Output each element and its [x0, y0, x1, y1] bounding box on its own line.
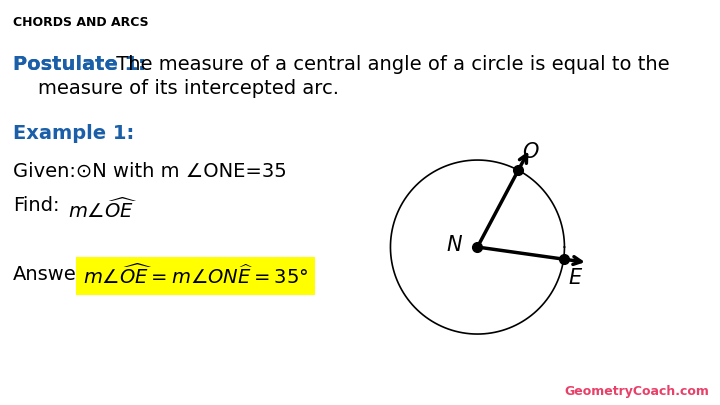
Text: Find:: Find: — [13, 196, 60, 215]
Text: Postulate 1:: Postulate 1: — [13, 55, 146, 74]
Text: CHORDS AND ARCS: CHORDS AND ARCS — [13, 16, 148, 29]
Text: Postulate 1:: Postulate 1: — [13, 55, 146, 74]
Text: Given:⊙N with m ∠ONE=35: Given:⊙N with m ∠ONE=35 — [13, 162, 287, 181]
Text: Answer:: Answer: — [13, 265, 91, 284]
Text: $m\angle\widehat{OE}$: $m\angle\widehat{OE}$ — [68, 198, 138, 222]
Text: Postulate 1: The measure of a central angle of a circle is equal to the: Postulate 1: The measure of a central an… — [13, 55, 688, 74]
Text: N: N — [446, 235, 462, 255]
Text: $m\angle\widehat{OE} = m\angle ON\widehat{E} = 35°$: $m\angle\widehat{OE} = m\angle ON\wideha… — [83, 264, 308, 288]
Text: GeometryCoach.com: GeometryCoach.com — [564, 385, 709, 398]
Text: The measure of a central angle of a circle is equal to the: The measure of a central angle of a circ… — [110, 55, 670, 74]
Text: Example 1:: Example 1: — [13, 124, 134, 143]
Text: E: E — [568, 268, 581, 288]
Text: O: O — [523, 141, 539, 162]
Text: measure of its intercepted arc.: measure of its intercepted arc. — [13, 79, 339, 98]
